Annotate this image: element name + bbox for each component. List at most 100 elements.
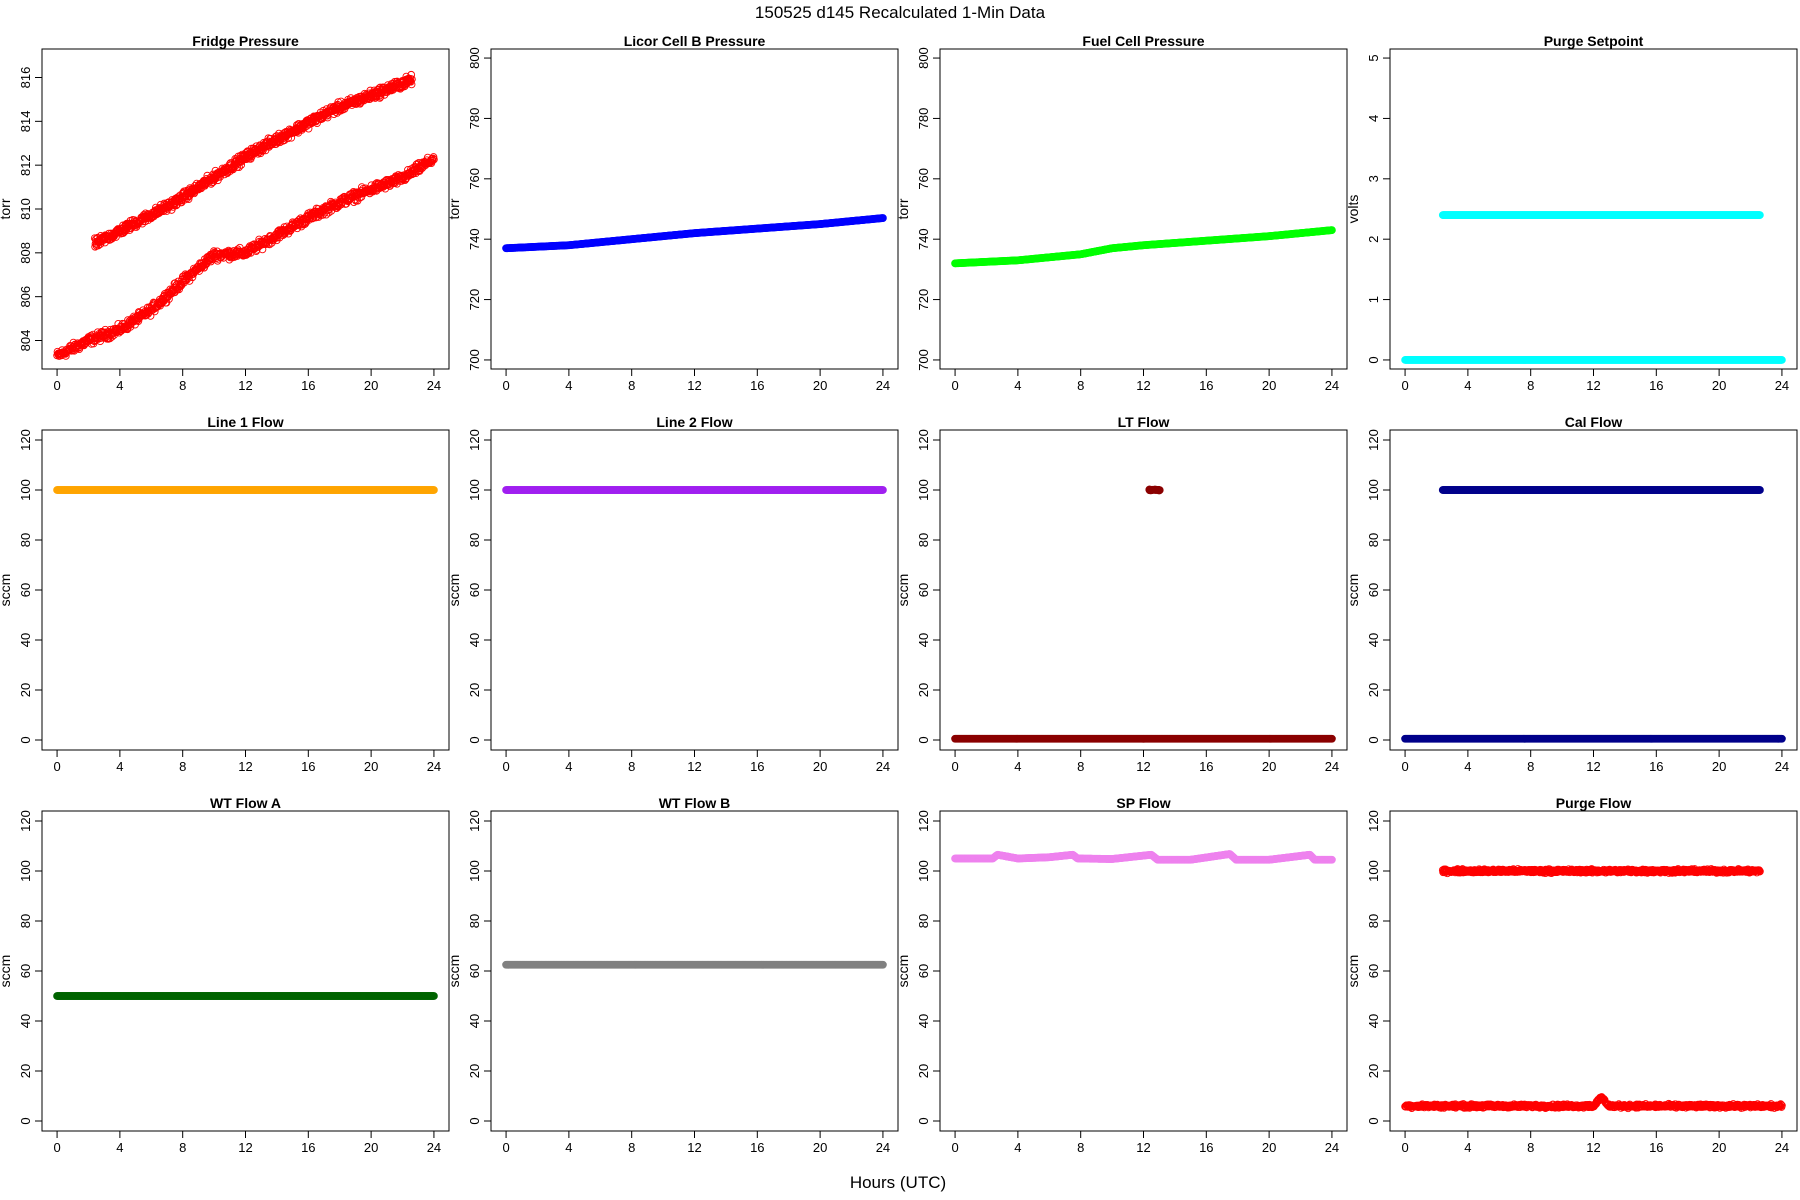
y-tick-label: 5 — [1366, 54, 1381, 61]
x-tick-label: 12 — [238, 378, 252, 393]
data-point — [413, 164, 422, 173]
x-tick-label: 24 — [1775, 378, 1789, 393]
x-tick-label: 12 — [1586, 378, 1600, 393]
x-tick-label: 0 — [951, 378, 958, 393]
data-points — [502, 214, 887, 253]
y-tick-label: 40 — [18, 633, 33, 647]
y-axis-label: torr — [446, 198, 462, 219]
y-tick-label: 808 — [18, 242, 33, 264]
data-point — [408, 75, 416, 84]
y-tick-label: 800 — [916, 47, 931, 69]
x-tick-label: 12 — [238, 759, 252, 774]
y-tick-label: 780 — [916, 108, 931, 130]
x-tick-label: 8 — [1527, 378, 1534, 393]
y-tick-label: 700 — [467, 349, 482, 371]
x-tick-label: 4 — [116, 759, 123, 774]
x-tick-label: 8 — [1077, 378, 1084, 393]
x-tick-label: 8 — [179, 378, 186, 393]
data-points — [1401, 211, 1786, 364]
data-point — [429, 153, 438, 161]
x-tick-label: 24 — [876, 378, 890, 393]
x-tick-label: 0 — [53, 378, 60, 393]
panel-title: Fridge Pressure — [192, 33, 299, 49]
y-axis-label: torr — [895, 198, 911, 219]
x-tick-label: 0 — [53, 759, 60, 774]
y-tick-label: 740 — [916, 228, 931, 250]
x-tick-label: 24 — [427, 378, 441, 393]
data-point — [1778, 356, 1786, 364]
x-tick-label: 4 — [116, 378, 123, 393]
y-tick-label: 760 — [467, 168, 482, 190]
data-point — [879, 214, 887, 222]
panel-title: Licor Cell B Pressure — [624, 33, 766, 49]
y-tick-label: 4 — [1366, 115, 1381, 122]
x-tick-label: 12 — [687, 378, 701, 393]
data-point — [407, 70, 416, 79]
x-tick-label: 8 — [179, 759, 186, 774]
y-tick-label: 816 — [18, 67, 33, 89]
y-tick-label: 812 — [18, 154, 33, 176]
y-tick-label: 720 — [467, 289, 482, 311]
data-point — [1328, 226, 1336, 235]
y-tick-label: 80 — [18, 533, 33, 547]
y-tick-label: 780 — [467, 108, 482, 130]
x-tick-label: 16 — [1649, 378, 1663, 393]
panel-title: Purge Setpoint — [1544, 33, 1644, 49]
x-tick-label: 20 — [813, 378, 827, 393]
y-tick-label: 3 — [1366, 175, 1381, 182]
y-tick-label: 120 — [18, 429, 33, 451]
x-tick-label: 0 — [502, 378, 509, 393]
y-tick-label: 810 — [18, 198, 33, 220]
x-tick-label: 20 — [364, 759, 378, 774]
y-tick-label: 804 — [18, 330, 33, 352]
x-tick-label: 4 — [1014, 378, 1021, 393]
x-tick-label: 20 — [364, 378, 378, 393]
y-axis-label: volts — [1345, 195, 1361, 224]
chart-panel-licor-cell-b-pressure: Licor Cell B Pressure 0 4 8 12 16 20 24 700 720 74… — [446, 33, 899, 393]
data-point — [150, 307, 159, 316]
data-point — [188, 273, 197, 282]
y-tick-label: 20 — [18, 683, 33, 697]
y-axis-label: sccm — [0, 574, 13, 607]
data-points — [53, 70, 438, 360]
plot-frame — [490, 48, 899, 370]
y-tick-label: 0 — [1366, 356, 1381, 363]
y-tick-label: 700 — [916, 349, 931, 371]
plot-frame — [939, 48, 1348, 370]
plot-frame — [41, 429, 450, 751]
y-tick-label: 814 — [18, 110, 33, 132]
figure-title: 150525 d145 Recalculated 1-Min Data — [755, 3, 1046, 22]
panel-title: Fuel Cell Pressure — [1082, 33, 1204, 49]
x-tick-label: 4 — [1464, 378, 1471, 393]
x-tick-label: 24 — [427, 759, 441, 774]
plot-frame — [1389, 48, 1798, 370]
y-tick-label: 2 — [1366, 236, 1381, 243]
x-tick-label: 8 — [628, 378, 635, 393]
x-tick-label: 16 — [301, 759, 315, 774]
x-tick-label: 16 — [750, 378, 764, 393]
data-point — [430, 155, 438, 164]
data-point — [316, 210, 324, 218]
data-point — [407, 80, 416, 89]
y-axis-label: torr — [0, 198, 13, 219]
x-tick-label: 16 — [1199, 378, 1213, 393]
y-tick-label: 760 — [916, 168, 931, 190]
x-tick-label: 12 — [1136, 378, 1150, 393]
x-tick-label: 20 — [1712, 378, 1726, 393]
y-tick-label: 100 — [18, 479, 33, 501]
y-tick-label: 720 — [916, 289, 931, 311]
x-tick-label: 20 — [1262, 378, 1276, 393]
y-tick-label: 60 — [18, 583, 33, 597]
x-tick-label: 16 — [301, 378, 315, 393]
figure-x-axis-label: Hours (UTC) — [850, 1173, 946, 1192]
y-tick-label: 806 — [18, 286, 33, 308]
data-points — [53, 486, 438, 494]
x-tick-label: 4 — [565, 378, 572, 393]
y-tick-label: 740 — [467, 228, 482, 250]
